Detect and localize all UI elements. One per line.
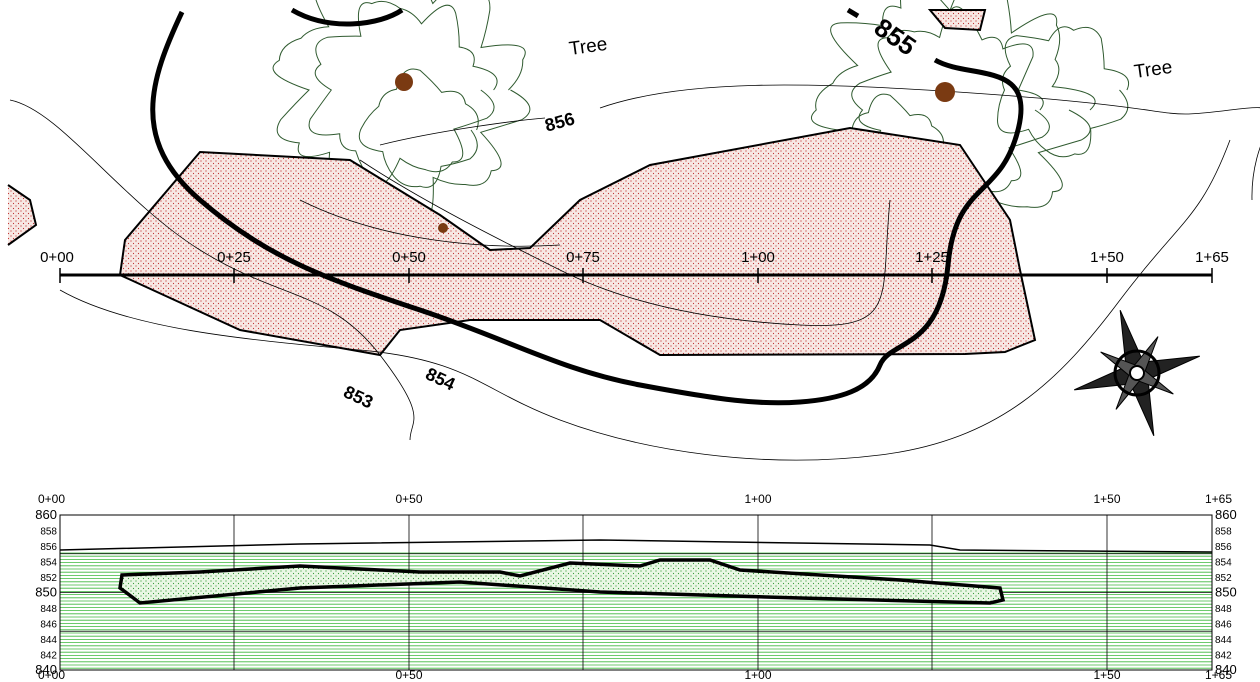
- elevation-label: 840: [35, 662, 57, 677]
- tree-trunk: [935, 82, 955, 102]
- tree-trunk: [438, 223, 448, 233]
- elevation-label: 848: [1215, 604, 1232, 615]
- elevation-label: 850: [35, 585, 57, 600]
- station-label: 0+50: [395, 668, 422, 682]
- elevation-label: 846: [1215, 620, 1232, 631]
- station-label: 1+65: [1205, 492, 1232, 506]
- contour-label: 856: [543, 108, 577, 135]
- fill-area: [8, 185, 36, 245]
- site-plan-and-profile: 0+00 0+25 0+50 0+75 1+00 1+25 1+50 1+65 856 855…: [0, 0, 1260, 682]
- station-label: 0+00: [38, 492, 65, 506]
- compass-rose: [1057, 293, 1216, 452]
- station-label: 1+00: [741, 249, 775, 266]
- station-label: 0+50: [392, 249, 426, 266]
- elevation-label: 860: [1215, 507, 1237, 522]
- tree-label: Tree: [568, 34, 609, 60]
- station-label: 1+50: [1093, 492, 1120, 506]
- station-label: 1+65: [1195, 249, 1229, 266]
- station-label: 1+50: [1090, 249, 1124, 266]
- elevation-label: 854: [40, 558, 57, 569]
- elevation-label: 856: [40, 542, 57, 553]
- elevation-label: 850: [1215, 585, 1237, 600]
- station-label: 0+75: [566, 249, 600, 266]
- elevation-label: 852: [1215, 573, 1232, 584]
- elevation-label: 842: [1215, 651, 1232, 662]
- elevation-label: 858: [1215, 527, 1232, 538]
- contour-label: 855: [869, 12, 922, 61]
- station-label: 1+00: [744, 668, 771, 682]
- station-label: 0+50: [395, 492, 422, 506]
- fill-profile: [120, 560, 1003, 603]
- fill-area: [930, 10, 985, 30]
- station-label: 1+25: [915, 249, 949, 266]
- tree-label: Tree: [1133, 57, 1174, 83]
- tree-canopy: [309, 1, 497, 185]
- elevation-label: 852: [40, 573, 57, 584]
- elevation-label: 858: [40, 527, 57, 538]
- contour-label: 854: [423, 364, 459, 395]
- station-label: 0+25: [217, 249, 251, 266]
- elevation-label: 844: [40, 635, 57, 646]
- elevation-label: 846: [40, 620, 57, 631]
- elevation-label: 840: [1215, 662, 1237, 677]
- tree-canopy: [359, 69, 478, 187]
- station-label: 0+00: [40, 249, 74, 266]
- elevation-label: 854: [1215, 558, 1232, 569]
- elevation-label: 842: [40, 651, 57, 662]
- elevation-label: 844: [1215, 635, 1232, 646]
- station-label: 1+50: [1093, 668, 1120, 682]
- station-label: 1+00: [744, 492, 771, 506]
- ground-line: [60, 540, 1212, 552]
- tree-trunk: [395, 73, 413, 91]
- elevation-label: 856: [1215, 542, 1232, 553]
- elevation-label: 860: [35, 507, 57, 522]
- contour-label: 853: [341, 382, 377, 413]
- elevation-label: 848: [40, 604, 57, 615]
